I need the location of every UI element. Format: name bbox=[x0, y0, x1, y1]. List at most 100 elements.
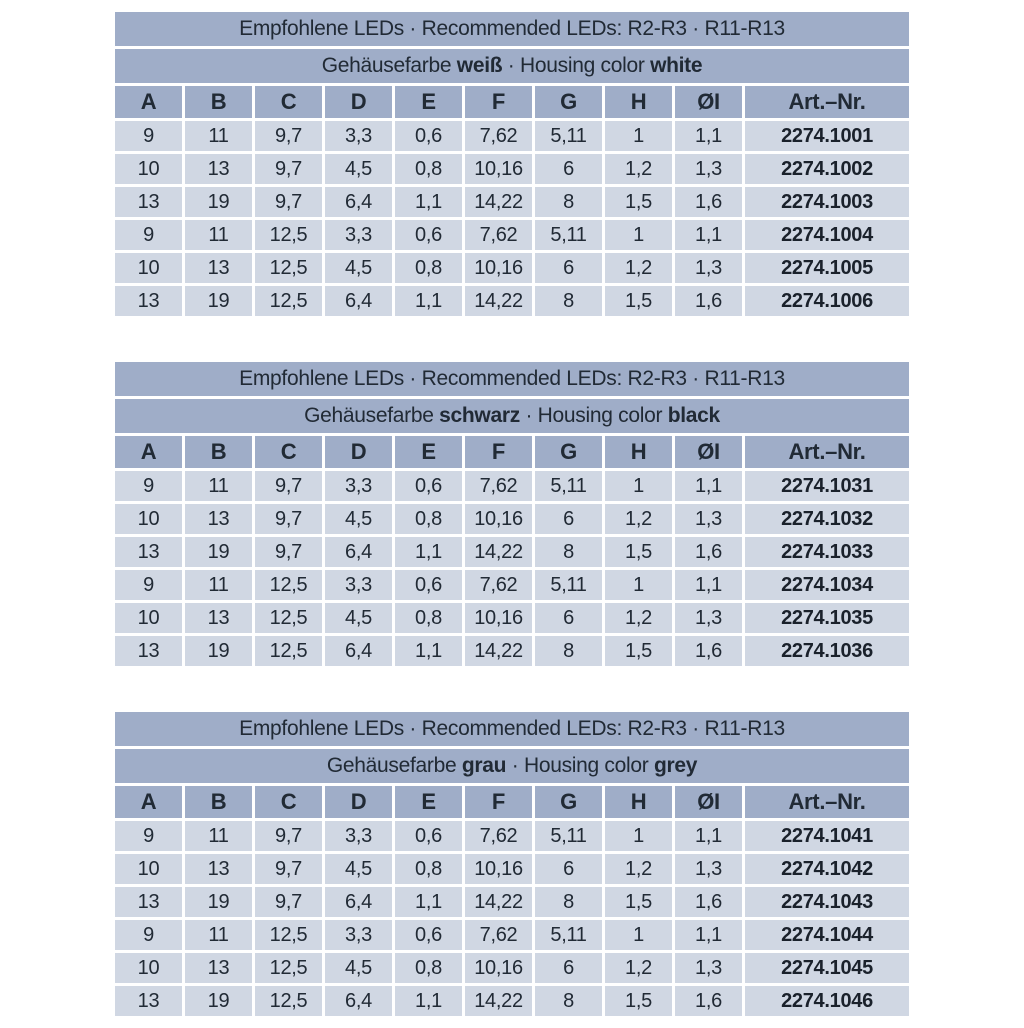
value-cell: 13 bbox=[115, 537, 185, 570]
value-cell: 13 bbox=[115, 286, 185, 316]
column-header: H bbox=[605, 786, 675, 821]
table-row: 9 11 9,7 3,3 0,6 7,62 5,11 1 1,1 2274.1031 bbox=[115, 471, 909, 504]
value-cell: 1,5 bbox=[605, 187, 675, 220]
value-cell: 12,5 bbox=[255, 286, 325, 316]
value-cell: 8 bbox=[535, 537, 605, 570]
value-cell: 4,5 bbox=[325, 504, 395, 537]
led-spec-table-white: Empfohlene LEDs · Recommended LEDs: R2-R… bbox=[115, 12, 909, 316]
column-header-row: A B C D E F G H ØI Art.–Nr. bbox=[115, 86, 909, 121]
value-cell: 1,3 bbox=[675, 854, 745, 887]
column-header: B bbox=[185, 436, 255, 471]
column-header: ØI bbox=[675, 436, 745, 471]
value-cell: 11 bbox=[185, 121, 255, 154]
value-cell: 12,5 bbox=[255, 570, 325, 603]
value-cell: 0,6 bbox=[395, 821, 465, 854]
value-cell: 14,22 bbox=[465, 286, 535, 316]
table-row: 10 13 9,7 4,5 0,8 10,16 6 1,2 1,3 2274.1032 bbox=[115, 504, 909, 537]
value-cell: 3,3 bbox=[325, 220, 395, 253]
art-nr-cell: 2274.1002 bbox=[745, 154, 909, 187]
value-cell: 1 bbox=[605, 121, 675, 154]
value-cell: 10,16 bbox=[465, 504, 535, 537]
column-header: A bbox=[115, 786, 185, 821]
column-header: D bbox=[325, 86, 395, 121]
subtitle-de-prefix: Gehäusefarbe bbox=[326, 754, 462, 777]
value-cell: 1,3 bbox=[675, 504, 745, 537]
value-cell: 1,1 bbox=[675, 920, 745, 953]
value-cell: 0,8 bbox=[395, 253, 465, 286]
value-cell: 1,3 bbox=[675, 953, 745, 986]
column-header-row: A B C D E F G H ØI Art.–Nr. bbox=[115, 436, 909, 471]
value-cell: 13 bbox=[185, 154, 255, 187]
art-nr-cell: 2274.1006 bbox=[745, 286, 909, 316]
table-title: Empfohlene LEDs · Recommended LEDs: R2-R… bbox=[115, 362, 909, 399]
value-cell: 6 bbox=[535, 504, 605, 537]
value-cell: 0,8 bbox=[395, 504, 465, 537]
led-spec-table-grey: Empfohlene LEDs · Recommended LEDs: R2-R… bbox=[115, 712, 909, 1016]
value-cell: 13 bbox=[185, 953, 255, 986]
value-cell: 1,5 bbox=[605, 636, 675, 666]
table-row: 13 19 12,5 6,4 1,1 14,22 8 1,5 1,6 2274.1046 bbox=[115, 986, 909, 1016]
value-cell: 9,7 bbox=[255, 471, 325, 504]
value-cell: 1 bbox=[605, 570, 675, 603]
value-cell: 10 bbox=[115, 854, 185, 887]
subtitle-de-color: weiß bbox=[456, 54, 503, 77]
value-cell: 13 bbox=[115, 986, 185, 1016]
column-header: G bbox=[535, 436, 605, 471]
led-spec-table-black: Empfohlene LEDs · Recommended LEDs: R2-R… bbox=[115, 362, 909, 666]
value-cell: 7,62 bbox=[465, 821, 535, 854]
table-row: 9 11 12,5 3,3 0,6 7,62 5,11 1 1,1 2274.1044 bbox=[115, 920, 909, 953]
value-cell: 14,22 bbox=[465, 986, 535, 1016]
table-row: 10 13 12,5 4,5 0,8 10,16 6 1,2 1,3 2274.1035 bbox=[115, 603, 909, 636]
value-cell: 1 bbox=[605, 821, 675, 854]
value-cell: 3,3 bbox=[325, 471, 395, 504]
art-nr-cell: 2274.1041 bbox=[745, 821, 909, 854]
value-cell: 1,6 bbox=[675, 636, 745, 666]
value-cell: 7,62 bbox=[465, 220, 535, 253]
value-cell: 1,1 bbox=[675, 471, 745, 504]
value-cell: 9 bbox=[115, 570, 185, 603]
value-cell: 12,5 bbox=[255, 603, 325, 636]
value-cell: 13 bbox=[185, 253, 255, 286]
table-subtitle: Gehäusefarbe weiß · Housing color white bbox=[115, 49, 909, 86]
subtitle-de-prefix: Gehäusefarbe bbox=[321, 54, 457, 77]
value-cell: 1,6 bbox=[675, 187, 745, 220]
column-header: F bbox=[465, 786, 535, 821]
value-cell: 1,6 bbox=[675, 986, 745, 1016]
value-cell: 10 bbox=[115, 154, 185, 187]
subtitle-mid: · Housing color bbox=[502, 54, 651, 77]
value-cell: 12,5 bbox=[255, 953, 325, 986]
value-cell: 9 bbox=[115, 471, 185, 504]
column-header: H bbox=[605, 436, 675, 471]
value-cell: 6,4 bbox=[325, 986, 395, 1016]
value-cell: 1,5 bbox=[605, 286, 675, 316]
column-header: B bbox=[185, 786, 255, 821]
table-row: 9 11 12,5 3,3 0,6 7,62 5,11 1 1,1 2274.1004 bbox=[115, 220, 909, 253]
value-cell: 10,16 bbox=[465, 953, 535, 986]
value-cell: 14,22 bbox=[465, 537, 535, 570]
value-cell: 1,2 bbox=[605, 504, 675, 537]
value-cell: 1,5 bbox=[605, 986, 675, 1016]
value-cell: 9 bbox=[115, 821, 185, 854]
value-cell: 8 bbox=[535, 636, 605, 666]
table-subtitle: Gehäusefarbe grau · Housing color grey bbox=[115, 749, 909, 786]
value-cell: 8 bbox=[535, 986, 605, 1016]
value-cell: 1,3 bbox=[675, 154, 745, 187]
value-cell: 11 bbox=[185, 570, 255, 603]
art-nr-cell: 2274.1034 bbox=[745, 570, 909, 603]
table-title-row: Empfohlene LEDs · Recommended LEDs: R2-R… bbox=[115, 712, 909, 749]
value-cell: 7,62 bbox=[465, 570, 535, 603]
table-subtitle: Gehäusefarbe schwarz · Housing color bla… bbox=[115, 399, 909, 436]
value-cell: 10,16 bbox=[465, 253, 535, 286]
table-title: Empfohlene LEDs · Recommended LEDs: R2-R… bbox=[115, 12, 909, 49]
value-cell: 9,7 bbox=[255, 504, 325, 537]
table-row: 13 19 12,5 6,4 1,1 14,22 8 1,5 1,6 2274.1036 bbox=[115, 636, 909, 666]
value-cell: 1,5 bbox=[605, 887, 675, 920]
value-cell: 19 bbox=[185, 286, 255, 316]
value-cell: 10 bbox=[115, 253, 185, 286]
table-row: 10 13 9,7 4,5 0,8 10,16 6 1,2 1,3 2274.1002 bbox=[115, 154, 909, 187]
value-cell: 1,1 bbox=[395, 887, 465, 920]
value-cell: 6 bbox=[535, 154, 605, 187]
column-header: H bbox=[605, 86, 675, 121]
value-cell: 19 bbox=[185, 887, 255, 920]
value-cell: 19 bbox=[185, 537, 255, 570]
